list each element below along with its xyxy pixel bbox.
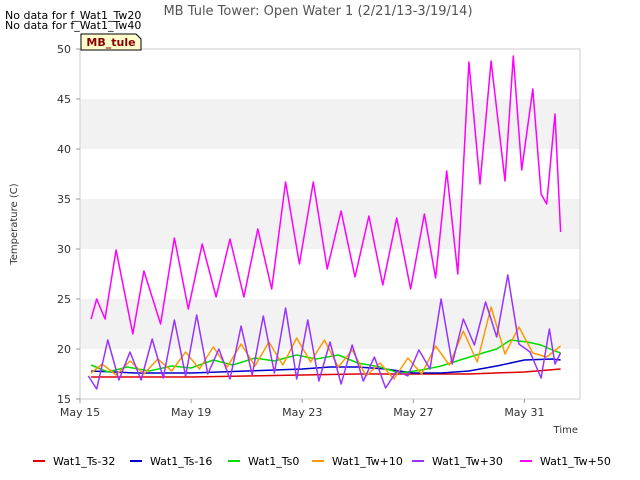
x-tick-label: May 15 xyxy=(60,406,100,419)
legend-label-wat1-tw-50: Wat1_Tw+50 xyxy=(540,455,611,468)
grid-band xyxy=(80,149,580,199)
legend-label-wat1-tw-30: Wat1_Tw+30 xyxy=(432,455,503,468)
legend-label-wat1-ts-32: Wat1_Ts-32 xyxy=(53,455,115,468)
grid-band xyxy=(80,199,580,249)
y-tick-label: 40 xyxy=(57,143,71,156)
legend-label-wat1-ts-16: Wat1_Ts-16 xyxy=(150,455,212,468)
x-tick-label: May 23 xyxy=(282,406,322,419)
series-line-wat1-tw-50 xyxy=(90,55,562,335)
plot-frame xyxy=(79,48,581,400)
y-tick-label: 30 xyxy=(57,243,71,256)
legend: Wat1_Ts-32 Wat1_Ts-16 Wat1_Ts0 Wat1_Tw+10 Wa… xyxy=(33,455,611,468)
series-line-wat1-tw-30 xyxy=(87,274,562,390)
y-tick-label: 15 xyxy=(57,393,71,406)
site-label-text: MB_tule xyxy=(86,36,135,49)
y-tick-label: 50 xyxy=(57,43,71,56)
nodata-note-2: No data for f_Wat1_Tw40 xyxy=(5,19,141,32)
y-tick-label: 20 xyxy=(57,343,71,356)
series-lines xyxy=(87,55,562,390)
chart-title: MB Tule Tower: Open Water 1 (2/21/13-3/1… xyxy=(163,4,472,19)
legend-label-wat1-ts0: Wat1_Ts0 xyxy=(248,455,299,468)
y-axis-label: Temperature (C) xyxy=(9,183,20,265)
y-tick-label: 25 xyxy=(57,293,71,306)
x-tick-label: May 31 xyxy=(504,406,544,419)
x-tick-label: May 19 xyxy=(171,406,211,419)
y-tick-label: 45 xyxy=(57,93,71,106)
x-axis-label: Time xyxy=(553,425,578,436)
plot-background xyxy=(80,49,580,399)
y-tick-label: 35 xyxy=(57,193,71,206)
site-label-tag: MB_tule xyxy=(80,33,142,51)
series-line-wat1-tw-10 xyxy=(90,306,562,380)
nodata-note-1: No data for f_Wat1_Tw20 xyxy=(5,9,141,22)
x-tick-label: May 27 xyxy=(393,406,433,419)
grid-band xyxy=(80,49,580,99)
grid-band xyxy=(80,99,580,149)
legend-label-wat1-tw-10: Wat1_Tw+10 xyxy=(332,455,403,468)
y-axis-ticks: 15 20 25 30 35 40 45 50 xyxy=(57,43,80,406)
x-axis-ticks: May 15 May 19 May 23 May 27 May 31 xyxy=(60,399,545,419)
